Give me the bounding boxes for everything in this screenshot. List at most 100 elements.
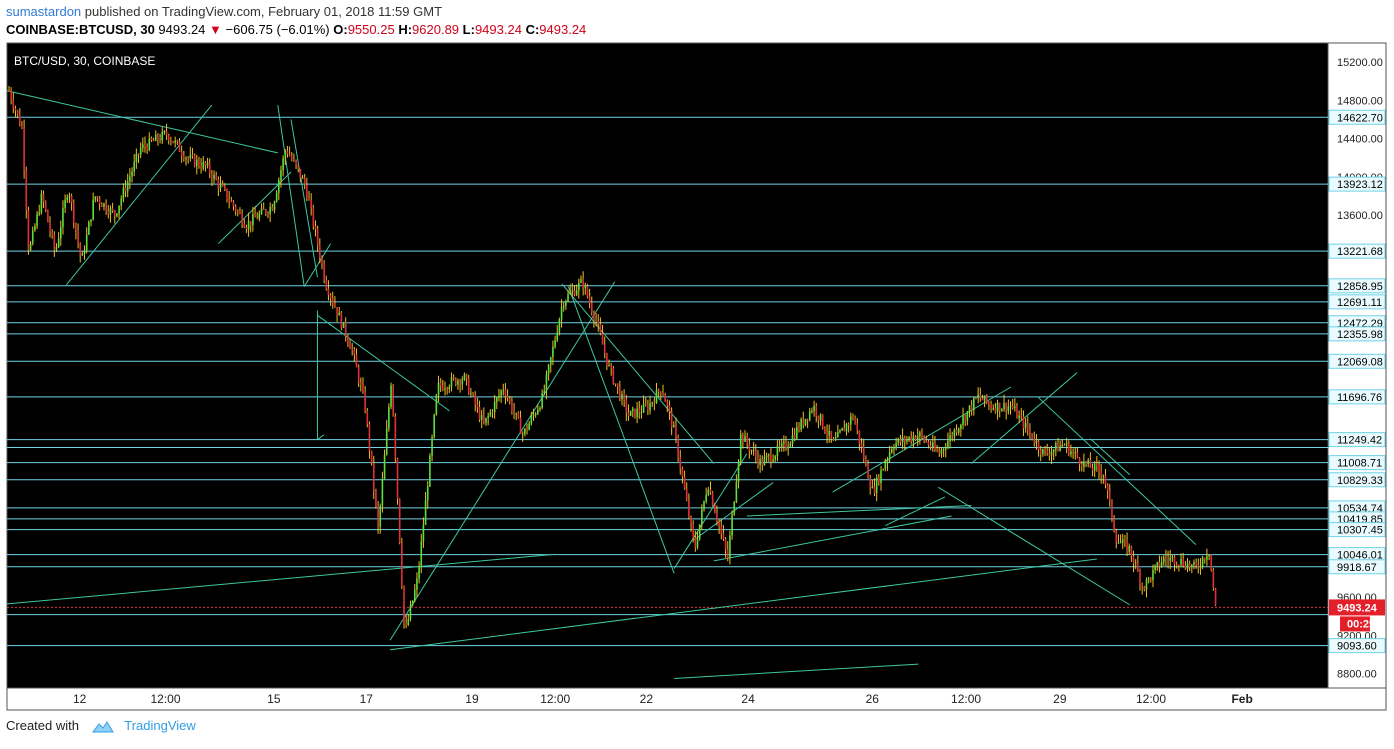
candle-body: [88, 221, 90, 235]
candle-body: [1100, 471, 1102, 477]
candle-body: [1052, 449, 1055, 453]
candle-body: [409, 605, 412, 620]
candle-body: [1080, 464, 1083, 467]
candle-body: [631, 408, 634, 411]
candle-body: [1014, 406, 1016, 409]
tradingview-logo-icon: [91, 720, 114, 733]
candle-body: [970, 405, 973, 411]
tradingview-brand-link[interactable]: TradingView: [124, 718, 196, 733]
candle-body: [416, 578, 418, 590]
candle-body: [96, 196, 99, 199]
candle-body: [895, 442, 897, 449]
candle-body: [737, 460, 740, 482]
candle-body: [429, 455, 431, 487]
candle-body: [25, 170, 28, 211]
candle-body: [1171, 556, 1174, 558]
candle-body: [191, 154, 194, 156]
candle-body: [375, 490, 377, 506]
candle-body: [1143, 586, 1146, 590]
price-line-label: 12069.08: [1337, 356, 1383, 368]
candle-body: [711, 492, 714, 506]
candle-body: [301, 177, 304, 179]
candle-body: [21, 125, 23, 128]
candle-body: [221, 184, 224, 187]
candle-body: [224, 186, 226, 189]
candle-body: [187, 158, 189, 160]
open-label: O:: [333, 22, 348, 37]
candle-body: [1048, 453, 1051, 456]
candle-body: [370, 450, 373, 463]
candle-body: [690, 517, 692, 524]
candle-body: [217, 179, 220, 189]
candle-body: [245, 227, 248, 230]
candle-body: [919, 432, 921, 437]
candle-body: [893, 448, 895, 450]
candle-body: [640, 412, 643, 414]
candle-body: [1124, 539, 1126, 541]
countdown-label: 00:25: [1347, 618, 1375, 630]
trendline: [561, 283, 715, 464]
price-line-label-box: [1328, 389, 1386, 405]
price-line-label-box: [1328, 522, 1386, 538]
candle-body: [174, 140, 176, 143]
candle-body: [1119, 542, 1122, 544]
candle-body: [957, 428, 960, 433]
candle-body: [647, 404, 649, 411]
plot-background: [7, 43, 1328, 688]
candle-body: [714, 505, 716, 513]
price-tick-label: 14800.00: [1337, 95, 1383, 107]
candle-body: [478, 406, 481, 420]
candle-body: [1208, 554, 1210, 557]
candle-body: [394, 415, 397, 459]
candle-body: [819, 414, 822, 421]
candle-body: [720, 525, 723, 534]
candle-body: [612, 367, 615, 384]
candle-body: [364, 391, 366, 411]
candle-body: [286, 151, 289, 154]
author-link[interactable]: sumastardon: [6, 4, 82, 19]
candle-body: [593, 312, 595, 321]
candle-body: [547, 364, 550, 375]
candle-body: [569, 292, 571, 295]
candle-body: [487, 415, 489, 418]
time-tick-label: 15: [267, 692, 281, 706]
candle-body: [834, 437, 837, 441]
price-line-label-box: [1328, 353, 1386, 369]
trendline: [673, 453, 748, 569]
candle-body: [211, 173, 213, 179]
candle-body: [271, 206, 274, 211]
candle-body: [944, 447, 947, 450]
candle-body: [1154, 565, 1156, 570]
candle-body: [705, 494, 707, 502]
candle-body: [383, 454, 386, 479]
candle-body: [57, 238, 60, 248]
candle-body: [621, 393, 623, 400]
candle-body: [1152, 569, 1154, 581]
candle-body: [94, 196, 97, 200]
candle-body: [573, 290, 576, 296]
candle-body: [1165, 557, 1167, 559]
candle-body: [608, 364, 610, 366]
candle-body: [651, 402, 654, 404]
candle-body: [480, 415, 483, 420]
candle-body: [355, 354, 358, 368]
candle-body: [625, 399, 628, 413]
candle-body: [1175, 564, 1178, 566]
candle-body: [841, 428, 843, 431]
candle-body: [1139, 571, 1141, 585]
candle-body: [929, 445, 932, 448]
candle-body: [688, 500, 690, 518]
candle-body: [206, 163, 209, 166]
candle-body: [1035, 440, 1038, 444]
candle-body: [878, 477, 880, 484]
candle-body: [336, 307, 338, 316]
trendline: [938, 486, 1131, 606]
candle-body: [124, 187, 127, 192]
candle-body: [748, 444, 751, 451]
candle-body: [500, 390, 502, 396]
candle-body: [185, 158, 187, 160]
candle-body: [774, 456, 777, 460]
price-line-label-box: [1328, 638, 1386, 654]
